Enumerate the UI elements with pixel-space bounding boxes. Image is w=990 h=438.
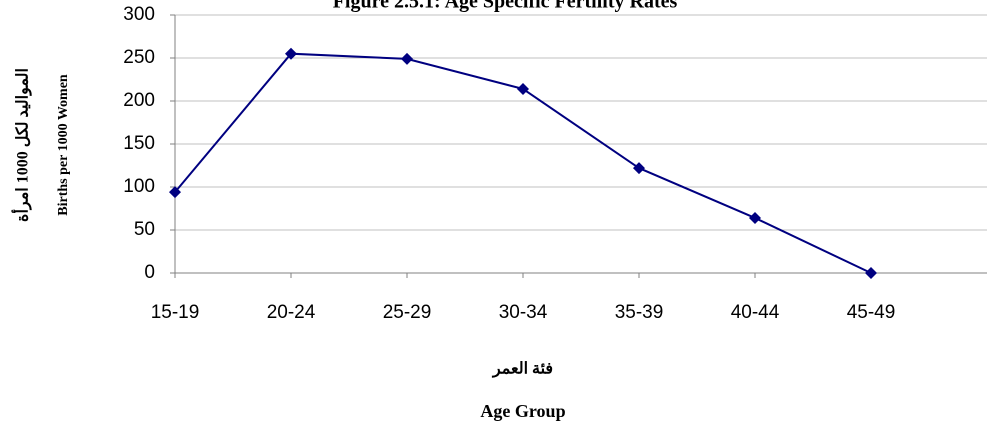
y-axis-label: Births per 1000 Women — [56, 74, 71, 216]
y-tick-label: 100 — [123, 176, 155, 197]
data-point — [749, 211, 761, 224]
x-tick-label: 15-19 — [151, 302, 200, 323]
chart-title: Figure 2.5.1: Age Specific Fertility Rat… — [333, 0, 678, 13]
x-tick-label: 45-49 — [847, 302, 896, 323]
y-tick-label: 0 — [144, 262, 155, 283]
x-axis-label: Age Group — [480, 401, 565, 421]
data-point — [517, 82, 529, 95]
y-tick-label: 300 — [123, 4, 155, 25]
data-point — [865, 267, 877, 279]
y-tick-label: 250 — [123, 47, 155, 68]
data-point — [633, 162, 645, 175]
x-tick-label: 40-44 — [731, 302, 780, 323]
y-axis-label-ar: المواليد لكل 1000 امرأة — [11, 68, 33, 222]
data-point — [169, 186, 181, 199]
y-tick-label: 150 — [123, 133, 155, 154]
y-tick-label: 50 — [134, 219, 155, 240]
data-point — [401, 52, 413, 65]
x-tick-label: 35-39 — [615, 302, 664, 323]
y-tick-label: 200 — [123, 90, 155, 111]
x-tick-label: 20-24 — [267, 302, 316, 323]
x-axis-label-ar: فئة العمر — [492, 361, 553, 379]
x-tick-label: 25-29 — [383, 302, 432, 323]
data-point — [285, 47, 297, 60]
x-tick-label: 30-34 — [499, 302, 548, 323]
